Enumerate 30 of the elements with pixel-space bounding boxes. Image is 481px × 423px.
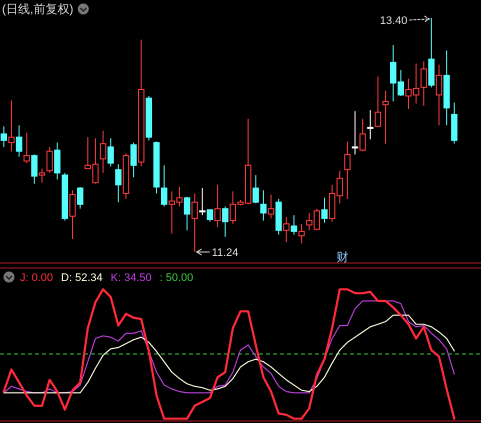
- text: J: 0.00: [20, 272, 54, 284]
- candlestick: [436, 64, 442, 126]
- candlestick: [192, 193, 198, 252]
- chart-title: (日线,前复权): [2, 2, 74, 16]
- candlestick: [38, 168, 46, 184]
- candlestick: [382, 90, 389, 144]
- candlestick: [321, 197, 328, 224]
- annotation: 财: [336, 250, 349, 264]
- text: K: 34.50: [110, 272, 152, 284]
- annotation: 11.24: [212, 247, 238, 259]
- candlestick: [420, 60, 427, 106]
- candlestick: [108, 138, 114, 167]
- candlestick: [359, 118, 366, 152]
- candlestick: [252, 174, 259, 204]
- candlestick: [138, 39, 144, 167]
- candlestick: [283, 216, 290, 243]
- candlestick: [100, 130, 106, 174]
- candlestick: [344, 141, 351, 200]
- candlestick: [214, 184, 221, 228]
- candlestick: [0, 126, 7, 148]
- text: D: 52.34: [61, 272, 103, 284]
- candlestick: [54, 142, 60, 180]
- candlestick: [268, 194, 274, 219]
- candlestick: [367, 110, 374, 140]
- candlestick: [260, 190, 267, 222]
- candlestick: [298, 223, 305, 244]
- candlestick: [443, 50, 450, 126]
- candlestick: [8, 100, 15, 152]
- annotation: 13.40: [380, 15, 408, 27]
- ref-line-label: : 50.00: [160, 272, 194, 284]
